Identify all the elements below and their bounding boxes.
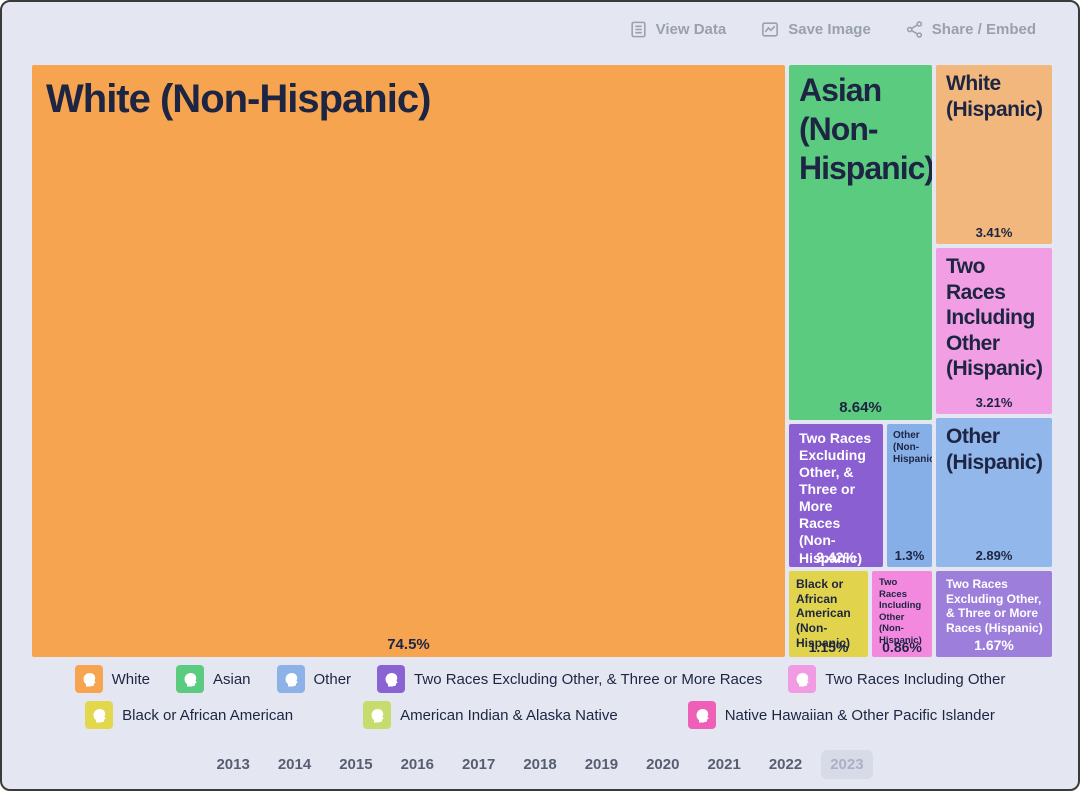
year-button-2016[interactable]: 2016 (400, 756, 434, 773)
view-data-icon (629, 20, 648, 39)
treemap-cell-two-races-including-other-hispanic[interactable]: Two Races Including Other (Hispanic) 3.2… (936, 248, 1052, 414)
save-image-label: Save Image (788, 21, 871, 38)
legend-label: White (111, 670, 150, 688)
legend-row-2: Black or African American American India… (2, 701, 1078, 729)
legend-item-other[interactable]: Other (276, 665, 352, 693)
cell-percent: 2.42% (816, 549, 856, 565)
cell-percent: 3.21% (975, 395, 1013, 410)
legend-item-asian[interactable]: Asian (175, 665, 251, 693)
person-head-icon (788, 665, 817, 693)
treemap-cell-white-hispanic[interactable]: White (Hispanic) 3.41% (936, 65, 1052, 244)
cell-label: White (Hispanic) (946, 72, 1043, 121)
year-selector: 2013 2014 2015 2016 2017 2018 2019 2020 … (2, 750, 1078, 779)
person-head-icon (276, 665, 305, 693)
share-embed-button[interactable]: Share / Embed (905, 20, 1036, 39)
legend-label: Two Races Including Other (825, 670, 1006, 688)
treemap-cell-two-races-including-other-non-hispanic[interactable]: Two Races Including Other (Non-Hispanic)… (872, 571, 932, 657)
cell-label: White (Non-Hispanic) (46, 77, 431, 121)
treemap-cell-other-non-hispanic[interactable]: Other (Non-Hispanic) 1.3% (887, 424, 932, 567)
cell-label: Asian (Non-Hispanic) (799, 72, 932, 187)
year-button-2015[interactable]: 2015 (339, 756, 373, 773)
person-head-icon (74, 665, 103, 693)
year-button-2022[interactable]: 2022 (768, 756, 803, 773)
cell-label: Other (Non-Hispanic) (893, 430, 932, 466)
person-head-icon (363, 701, 392, 729)
legend-item-black-or-african-american[interactable]: Black or African American (85, 701, 293, 729)
treemap-cell-other-hispanic[interactable]: Other (Hispanic) 2.89% (936, 418, 1052, 567)
legend-label: Two Races Excluding Other, & Three or Mo… (414, 670, 763, 688)
cell-percent: 1.15% (808, 639, 849, 655)
cell-label: Black or African American (Non-Hispanic) (796, 577, 851, 650)
legend-label: Asian (212, 670, 251, 688)
save-image-button[interactable]: Save Image (760, 20, 871, 39)
cell-percent: 2.89% (975, 548, 1013, 563)
share-embed-label: Share / Embed (931, 21, 1036, 38)
year-button-2019[interactable]: 2019 (584, 756, 619, 773)
cell-label: Two Races Including Other (Non-Hispanic) (879, 577, 922, 646)
year-button-2018[interactable]: 2018 (523, 756, 557, 773)
cell-percent: 3.41% (975, 225, 1013, 240)
cell-label: Other (Hispanic) (946, 425, 1043, 474)
legend-label: Native Hawaiian & Other Pacific Islander (724, 706, 995, 724)
save-image-icon (760, 20, 780, 39)
legend-item-white[interactable]: White (74, 665, 150, 693)
year-button-2021[interactable]: 2021 (707, 756, 741, 773)
cell-percent: 8.64% (839, 399, 882, 416)
year-button-2020[interactable]: 2020 (646, 756, 680, 773)
person-head-icon (85, 701, 114, 729)
legend-row-1: White Asian Other Two Races Excluding Ot… (2, 665, 1078, 693)
legend-item-two-races-including-other[interactable]: Two Races Including Other (788, 665, 1005, 693)
year-button-2014[interactable]: 2014 (277, 756, 312, 773)
cell-label: Two Races Excluding Other, & Three or Mo… (799, 430, 872, 566)
person-head-icon (687, 701, 716, 729)
legend-item-two-races-excluding-other[interactable]: Two Races Excluding Other, & Three or Mo… (377, 665, 762, 693)
cell-percent: 74.5% (387, 636, 430, 653)
cell-percent: 1.3% (894, 548, 925, 563)
legend-item-american-indian-alaska-native[interactable]: American Indian & Alaska Native (363, 701, 618, 729)
legend-label: Other (313, 670, 352, 688)
legend-item-native-hawaiian-pacific-islander[interactable]: Native Hawaiian & Other Pacific Islander (687, 701, 995, 729)
treemap-cell-two-races-excluding-other-non-hispanic[interactable]: Two Races Excluding Other, & Three or Mo… (789, 424, 883, 567)
cell-percent: 1.67% (974, 637, 1014, 653)
person-head-icon (377, 665, 406, 693)
treemap-cell-black-or-african-american-non-hispanic[interactable]: Black or African American (Non-Hispanic)… (789, 571, 868, 657)
legend-label: Black or African American (122, 706, 294, 724)
view-data-button[interactable]: View Data (629, 20, 727, 39)
treemap-cell-asian-non-hispanic[interactable]: Asian (Non-Hispanic) 8.64% (789, 65, 932, 420)
treemap-cell-white-non-hispanic[interactable]: White (Non-Hispanic) 74.5% (32, 65, 785, 657)
treemap-cell-two-races-excluding-other-hispanic[interactable]: Two Races Excluding Other, & Three or Mo… (936, 571, 1052, 657)
chart-toolbar: View Data Save Image Share / Embed (629, 20, 1036, 39)
cell-label: Two Races Including Other (Hispanic) (946, 255, 1043, 381)
year-button-2013[interactable]: 2013 (216, 756, 250, 773)
cell-percent: 0.86% (882, 639, 922, 655)
legend-label: American Indian & Alaska Native (400, 706, 618, 724)
year-button-2017[interactable]: 2017 (461, 756, 496, 773)
share-icon (905, 20, 924, 39)
view-data-label: View Data (655, 21, 727, 38)
year-button-2023-selected[interactable]: 2023 (821, 750, 873, 779)
cell-label: Two Races Excluding Other, & Three or Mo… (946, 577, 1043, 635)
person-head-icon (175, 665, 204, 693)
